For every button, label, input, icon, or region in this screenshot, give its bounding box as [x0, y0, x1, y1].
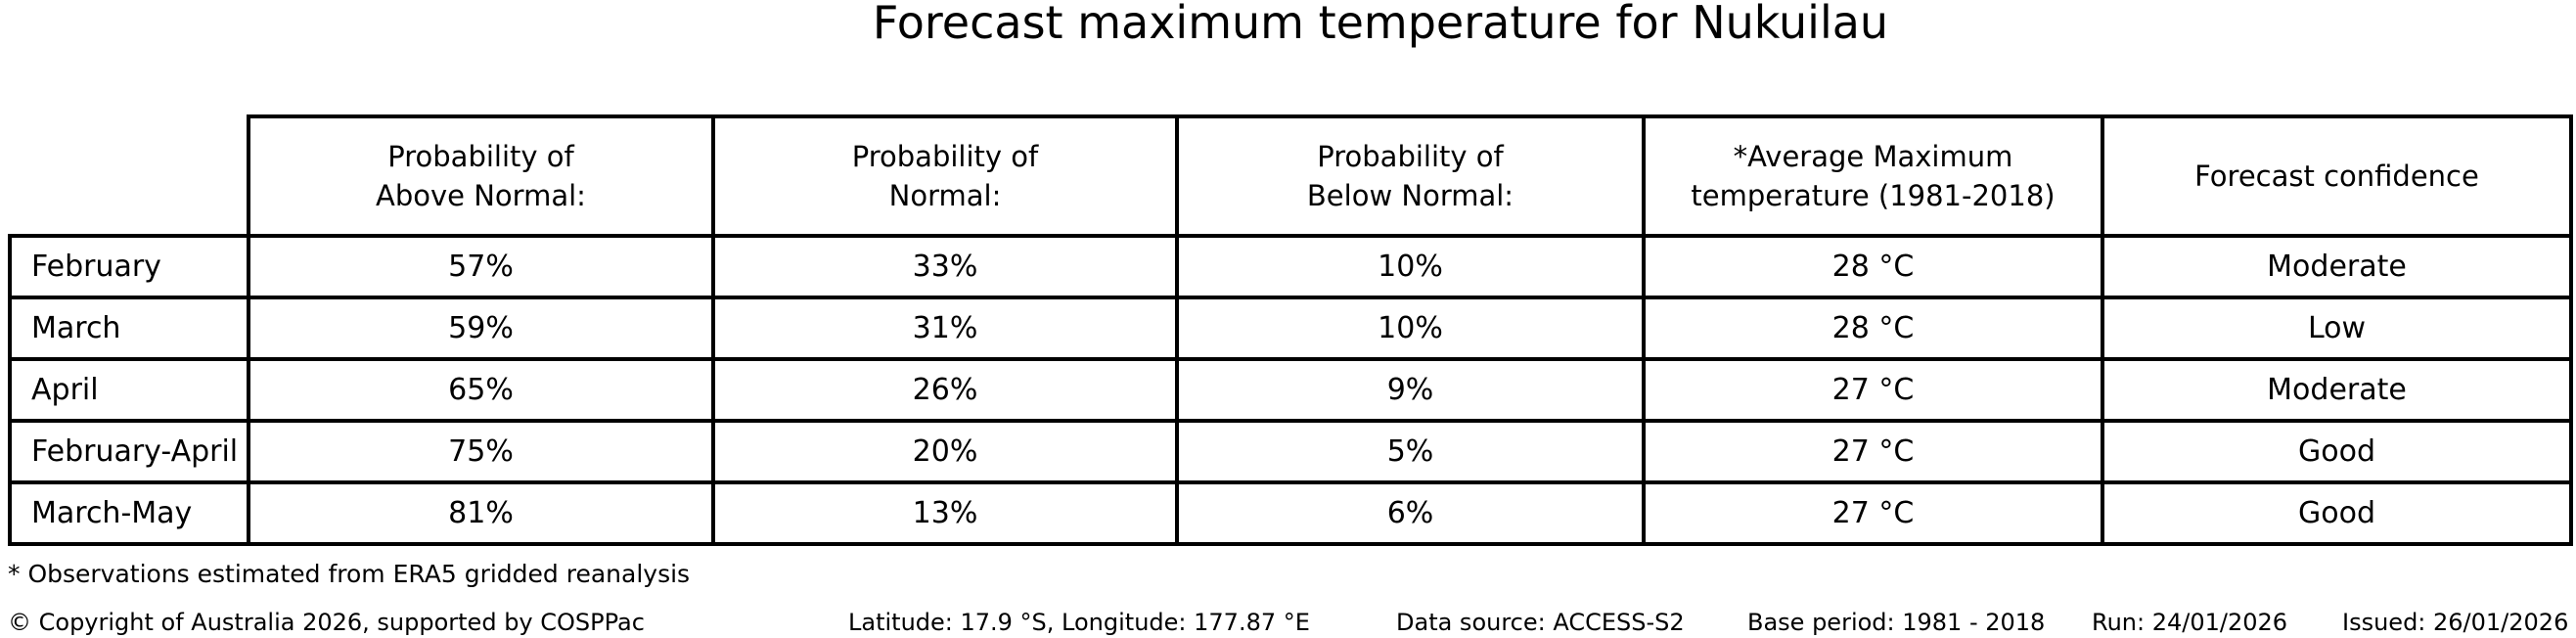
table-row-april: April 65% 26% 9% 27 °C Moderate: [8, 357, 2573, 423]
table-row-march: March 59% 31% 10% 28 °C Low: [8, 296, 2573, 361]
observations-footnote: * Observations estimated from ERA5 gridd…: [8, 560, 691, 588]
prob-below-value: 10%: [1175, 296, 1646, 361]
confidence-value: Good: [2101, 419, 2573, 484]
confidence-value: Good: [2101, 480, 2573, 546]
prob-above-value: 65%: [247, 357, 715, 423]
col-header-prob-normal: Probability of Normal:: [711, 114, 1179, 238]
col-header-forecast-confidence: Forecast confidence: [2101, 114, 2573, 238]
prob-above-value: 75%: [247, 419, 715, 484]
prob-below-value: 5%: [1175, 419, 1646, 484]
issued-date-text: Issued: 26/01/2026: [2342, 609, 2569, 636]
prob-normal-value: 20%: [711, 419, 1179, 484]
location-text: Latitude: 17.9 °S, Longitude: 177.87 °E: [848, 609, 1310, 636]
col-header-prob-below-normal: Probability of Below Normal:: [1175, 114, 1646, 238]
confidence-value: Moderate: [2101, 357, 2573, 423]
avg-max-temp-value: 28 °C: [1642, 234, 2104, 299]
period-label: February-April: [8, 419, 250, 484]
confidence-value: Low: [2101, 296, 2573, 361]
period-label: April: [8, 357, 250, 423]
base-period-text: Base period: 1981 - 2018: [1747, 609, 2046, 636]
table-corner-cell: [10, 116, 249, 236]
prob-above-value: 81%: [247, 480, 715, 546]
copyright-text: © Copyright of Australia 2026, supported…: [8, 609, 645, 636]
prob-normal-value: 33%: [711, 234, 1179, 299]
data-source-text: Data source: ACCESS-S2: [1396, 609, 1685, 636]
table-row-february-april: February-April 75% 20% 5% 27 °C Good: [8, 419, 2573, 484]
table-header-row: Probability of Above Normal: Probability…: [10, 114, 2573, 238]
period-label: March: [8, 296, 250, 361]
prob-above-value: 57%: [247, 234, 715, 299]
page-title: Forecast maximum temperature for Nukuila…: [872, 0, 1889, 49]
period-label: February: [8, 234, 250, 299]
avg-max-temp-value: 27 °C: [1642, 480, 2104, 546]
prob-normal-value: 31%: [711, 296, 1179, 361]
run-date-text: Run: 24/01/2026: [2092, 609, 2288, 636]
confidence-value: Moderate: [2101, 234, 2573, 299]
avg-max-temp-value: 28 °C: [1642, 296, 2104, 361]
prob-below-value: 9%: [1175, 357, 1646, 423]
period-label: March-May: [8, 480, 250, 546]
prob-below-value: 6%: [1175, 480, 1646, 546]
table-row-march-may: March-May 81% 13% 6% 27 °C Good: [8, 480, 2573, 546]
avg-max-temp-value: 27 °C: [1642, 419, 2104, 484]
col-header-average-max-temperature: *Average Maximum temperature (1981-2018): [1642, 114, 2104, 238]
col-header-prob-above-normal: Probability of Above Normal:: [247, 114, 715, 238]
prob-below-value: 10%: [1175, 234, 1646, 299]
prob-above-value: 59%: [247, 296, 715, 361]
avg-max-temp-value: 27 °C: [1642, 357, 2104, 423]
prob-normal-value: 26%: [711, 357, 1179, 423]
prob-normal-value: 13%: [711, 480, 1179, 546]
table-row-february: February 57% 33% 10% 28 °C Moderate: [8, 234, 2573, 299]
forecast-table: Probability of Above Normal: Probability…: [8, 114, 2573, 546]
